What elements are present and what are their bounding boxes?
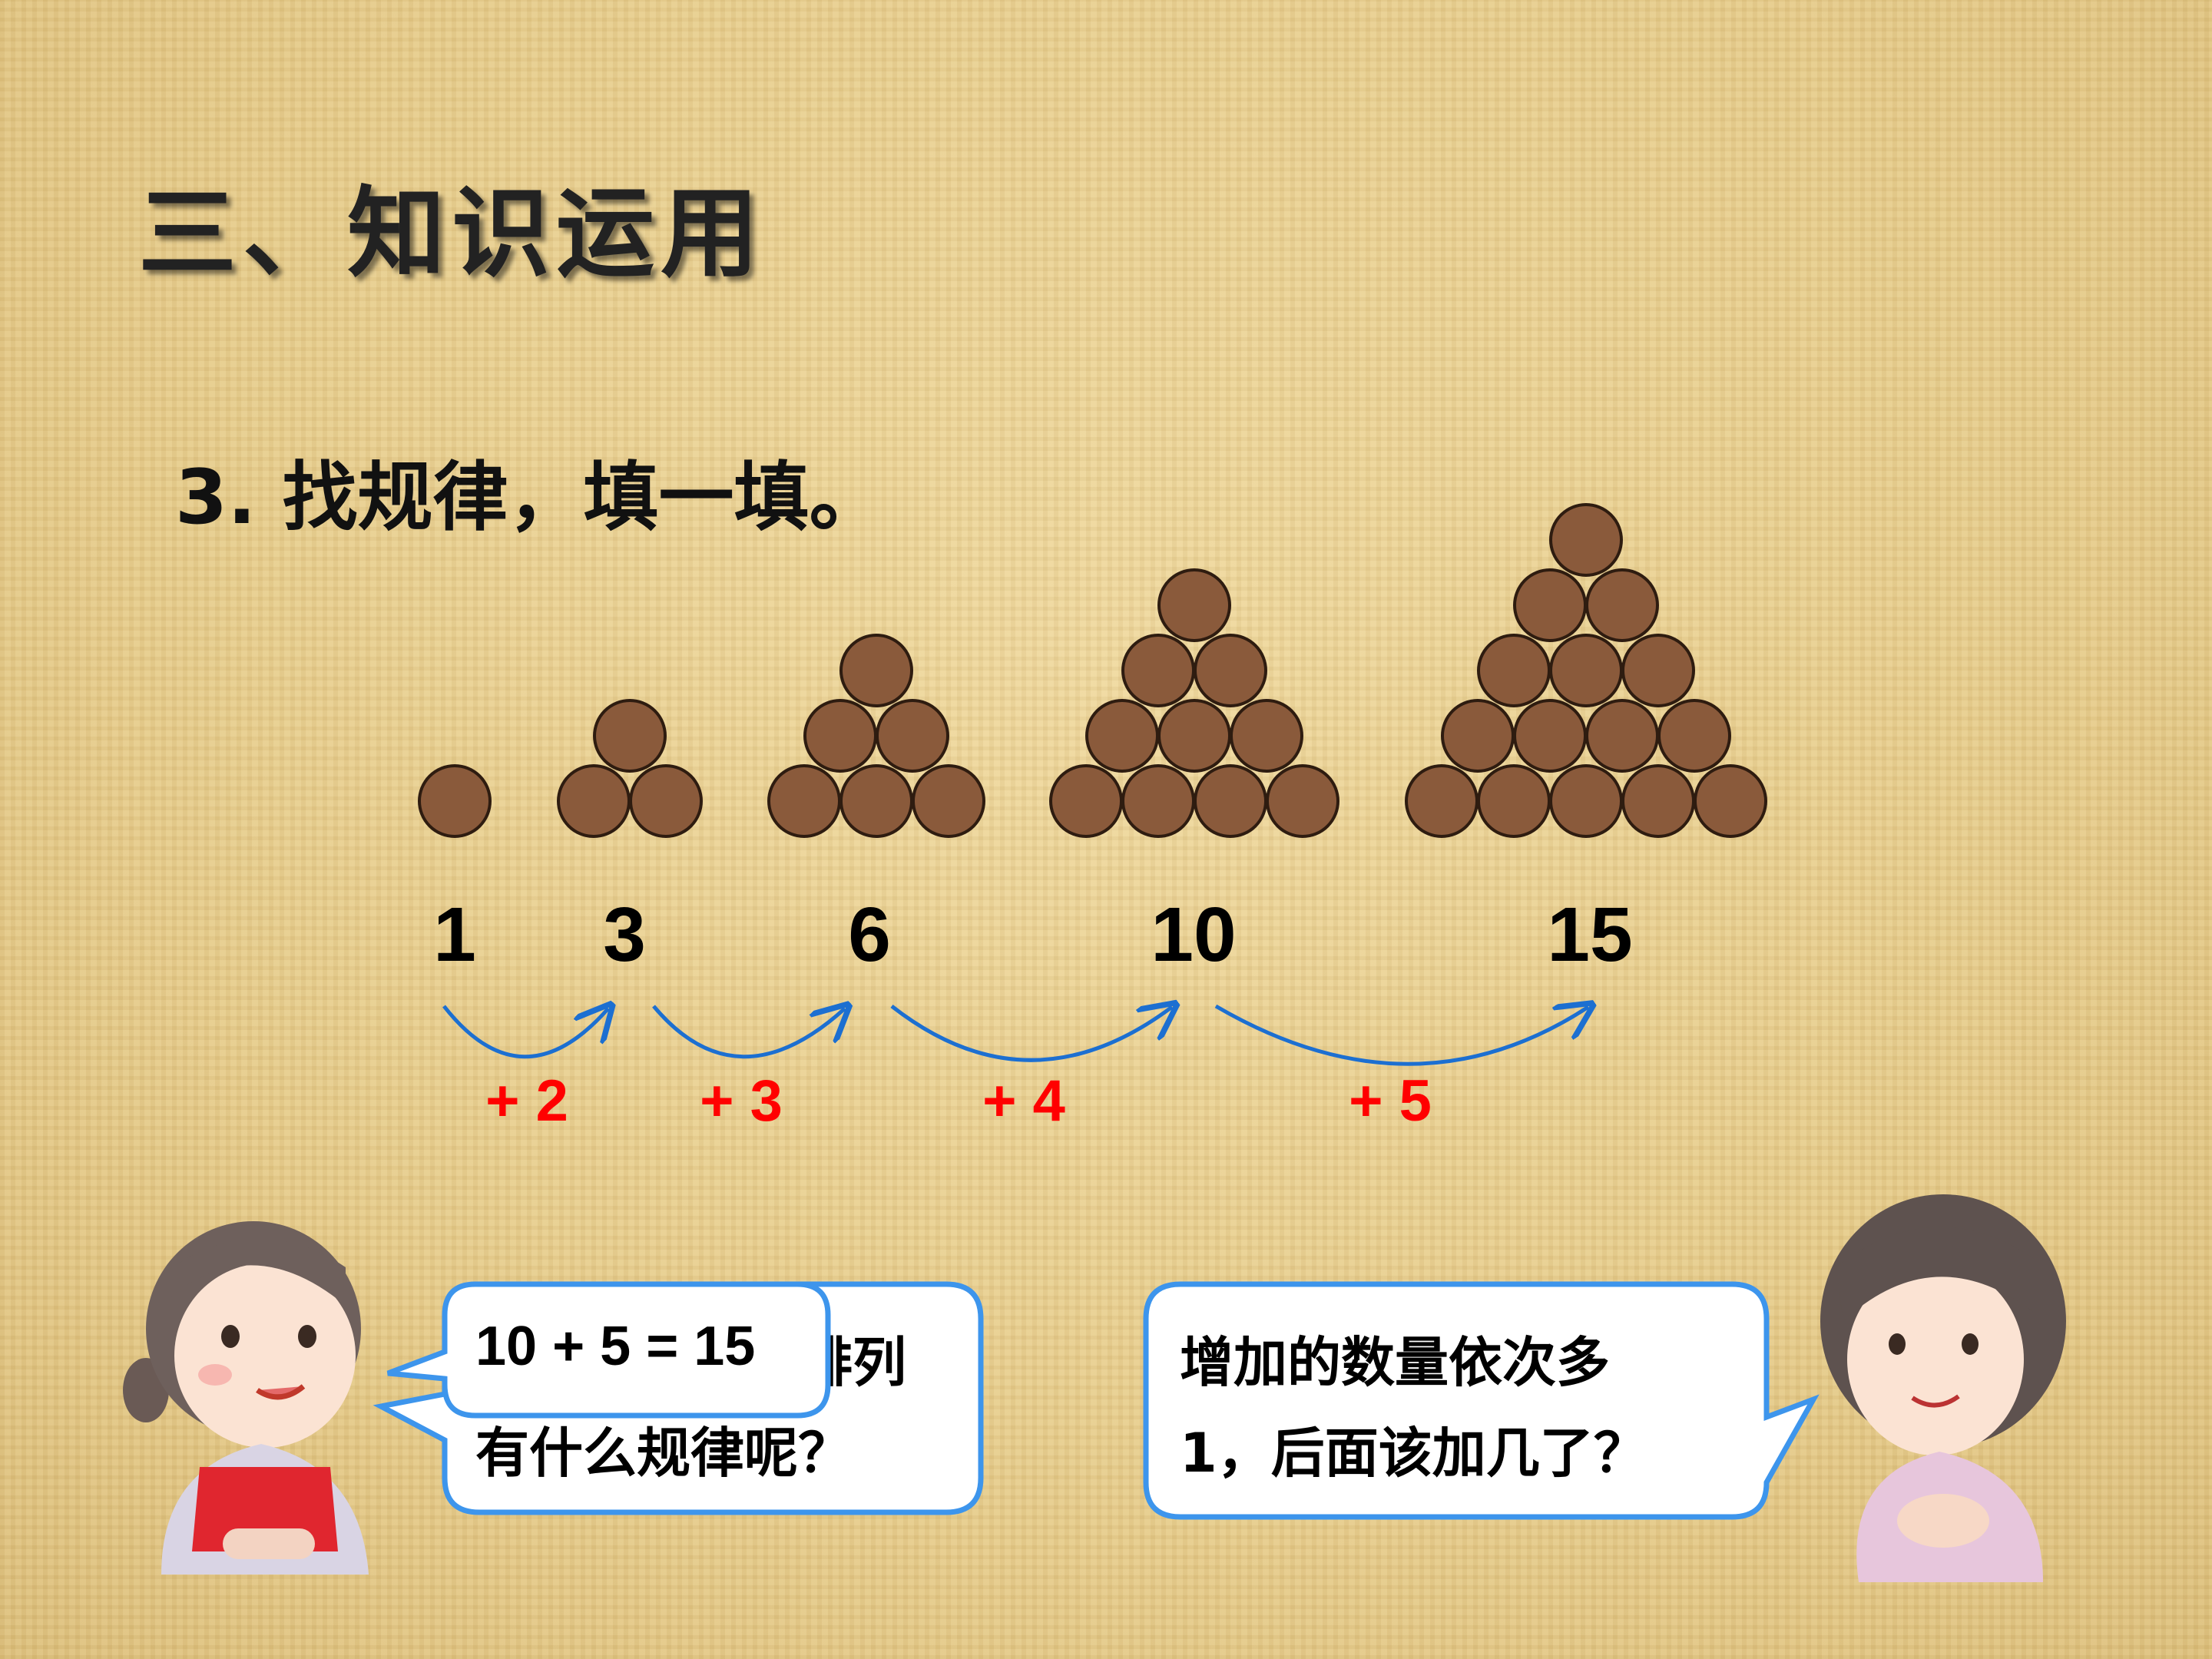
right-bubble-line2: 1，后面该加几了？ — [1180, 1422, 1647, 1485]
equation-text: 10 + 5 = 15 — [475, 1316, 756, 1377]
dot — [418, 764, 492, 838]
slide-title: 三、知识运用 — [138, 176, 766, 291]
dot — [1549, 503, 1623, 577]
dot — [1230, 699, 1303, 773]
arrow-2 — [652, 1006, 845, 1059]
arrow-3 — [890, 1006, 1172, 1062]
increment-label-3: + 4 — [982, 1068, 1065, 1134]
arrow-4 — [1214, 1006, 1588, 1066]
increment-label-1: + 2 — [485, 1068, 568, 1134]
exercise-prompt: 3. 找规律，填一填。 — [175, 454, 885, 541]
left-bubble-line2: 有什么规律呢？ — [475, 1422, 852, 1485]
increment-label-4: + 5 — [1349, 1068, 1432, 1134]
dot — [1194, 634, 1267, 707]
dot — [1585, 568, 1659, 642]
dot — [1157, 568, 1231, 642]
dot — [1694, 764, 1767, 838]
dot — [1266, 764, 1339, 838]
sequence-number-2: 3 — [603, 892, 646, 978]
dot — [839, 634, 913, 707]
sequence-number-4: 10 — [1151, 892, 1237, 978]
sequence-number-5: 15 — [1547, 892, 1633, 978]
arrow-1 — [442, 1006, 608, 1059]
dot — [1621, 634, 1695, 707]
right-bubble-line1: 增加的数量依次多 — [1180, 1331, 1610, 1394]
sequence-number-3: 6 — [848, 892, 891, 978]
dot — [593, 699, 667, 773]
dot — [912, 764, 985, 838]
increment-label-2: + 3 — [700, 1068, 783, 1134]
dot — [629, 764, 703, 838]
girl-left-illustration — [123, 1221, 369, 1575]
girl-right-illustration — [1820, 1194, 2066, 1582]
dot — [1657, 699, 1731, 773]
dot — [876, 699, 949, 773]
sequence-number-1: 1 — [433, 892, 476, 978]
